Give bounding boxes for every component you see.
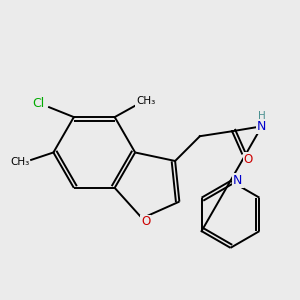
Text: CH₃: CH₃ [10, 158, 30, 167]
Text: H: H [258, 111, 266, 122]
Text: CH₃: CH₃ [136, 96, 155, 106]
Text: O: O [141, 215, 150, 229]
Text: N: N [233, 175, 243, 188]
Text: N: N [257, 120, 266, 133]
Text: O: O [244, 153, 253, 166]
Text: Cl: Cl [32, 97, 44, 110]
